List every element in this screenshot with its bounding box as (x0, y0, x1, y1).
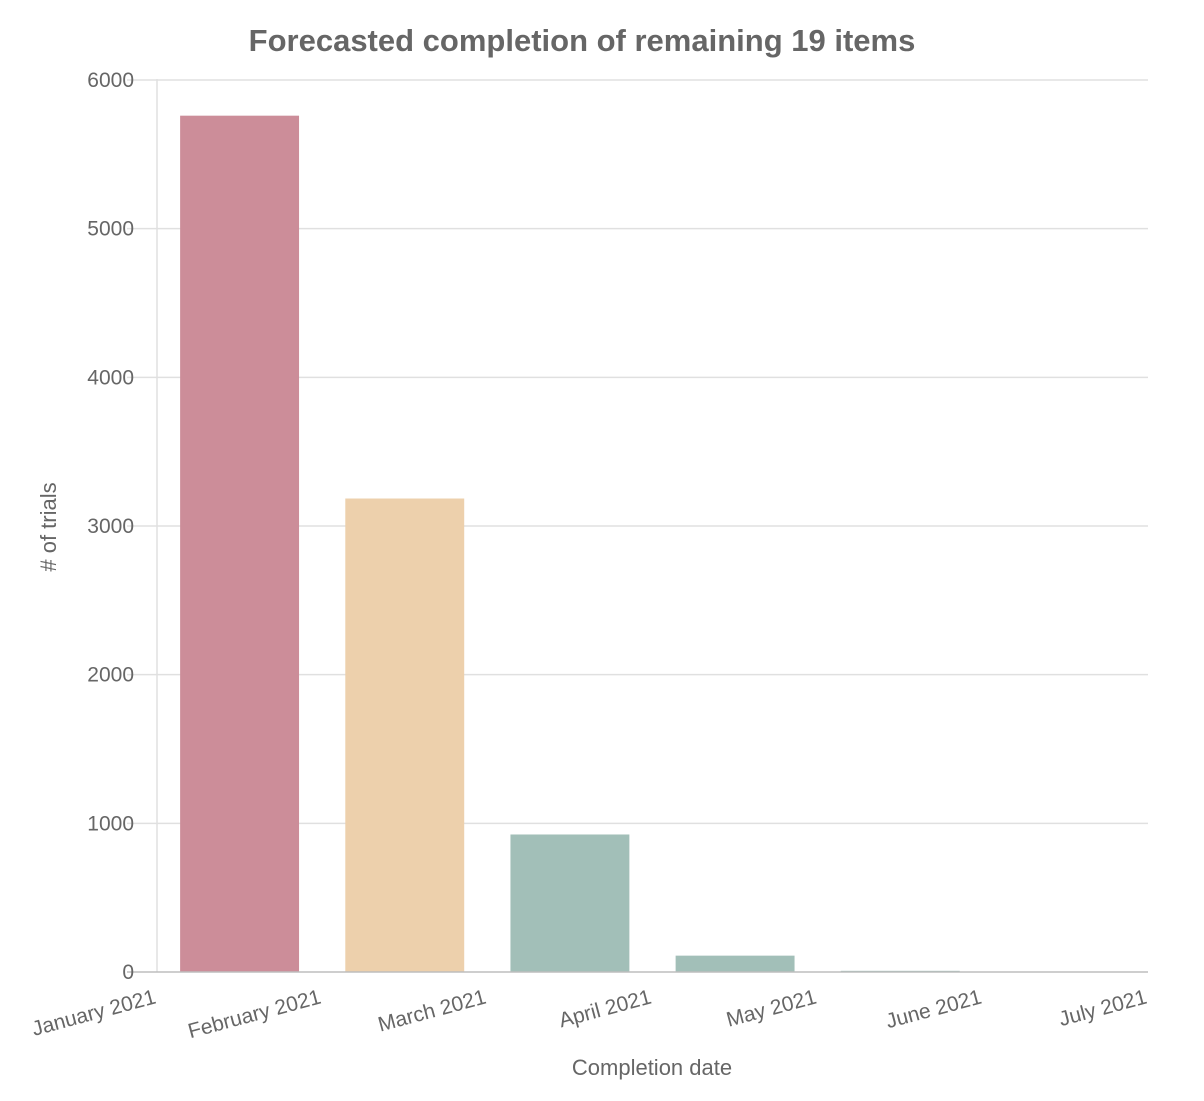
x-tick-label: June 2021 (883, 986, 984, 1034)
x-tick-label: January 2021 (29, 986, 158, 1041)
axes (127, 79, 1148, 973)
y-tick-label: 4000 (87, 366, 134, 389)
y-tick-label: 6000 (87, 69, 134, 92)
x-tick-label: July 2021 (1056, 986, 1149, 1031)
x-axis-title: Completion date (572, 1055, 732, 1080)
x-tick-label: April 2021 (557, 986, 654, 1033)
y-axis-ticks: 0 1000 2000 3000 4000 5000 6000 (87, 69, 134, 984)
bars (180, 115, 960, 973)
x-tick-label: March 2021 (376, 986, 489, 1037)
y-tick-label: 2000 (87, 664, 134, 687)
x-tick-label: February 2021 (186, 986, 324, 1044)
bar (180, 115, 300, 973)
x-axis-ticks: January 2021 February 2021 March 2021 April… (29, 986, 1149, 1044)
y-tick-label: 1000 (87, 812, 134, 835)
y-tick-label: 3000 (87, 515, 134, 538)
bar (675, 955, 795, 972)
y-tick-label: 5000 (87, 218, 134, 241)
x-tick-label: May 2021 (724, 986, 819, 1032)
y-tick-label: 0 (122, 961, 134, 984)
chart-title: Forecasted completion of remaining 19 it… (249, 23, 916, 58)
bar (345, 498, 465, 972)
bar (510, 834, 630, 972)
y-axis-title: # of trials (36, 482, 61, 571)
